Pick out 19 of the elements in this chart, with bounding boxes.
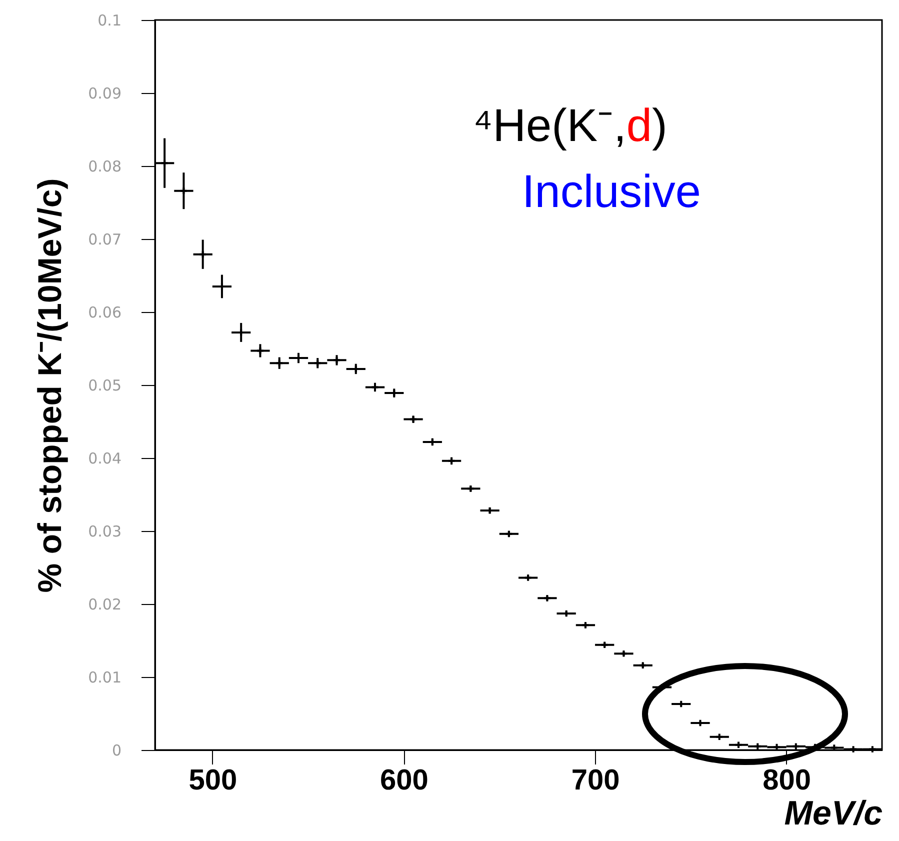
x-axis-title: MeV/c	[784, 794, 883, 832]
y-tick-label: 0.09	[88, 84, 122, 102]
x-tick-label: 600	[380, 764, 428, 796]
annotation: Inclusive	[522, 164, 701, 218]
x-tick-label: 700	[571, 764, 620, 796]
y-tick-label: 0	[112, 742, 122, 760]
y-axis-title: % of stopped K⁻/(10MeV/c)	[31, 178, 68, 593]
x-tick-label: 500	[188, 764, 238, 796]
annotation: ⁴He(K⁻,d)	[473, 99, 668, 151]
y-tick-label: 0.07	[88, 230, 122, 248]
y-tick-label: 0.08	[88, 158, 122, 176]
y-tick-label: 0.06	[88, 304, 122, 322]
x-tick-label: 800	[762, 764, 812, 796]
y-tick-label: 0.03	[88, 522, 122, 540]
y-tick-label: 0.02	[88, 596, 122, 614]
y-tick-label: 0.01	[88, 668, 122, 686]
y-tick-label: 0.04	[88, 450, 122, 468]
y-tick-label: 0.1	[98, 12, 122, 30]
y-tick-label: 0.05	[88, 376, 122, 394]
